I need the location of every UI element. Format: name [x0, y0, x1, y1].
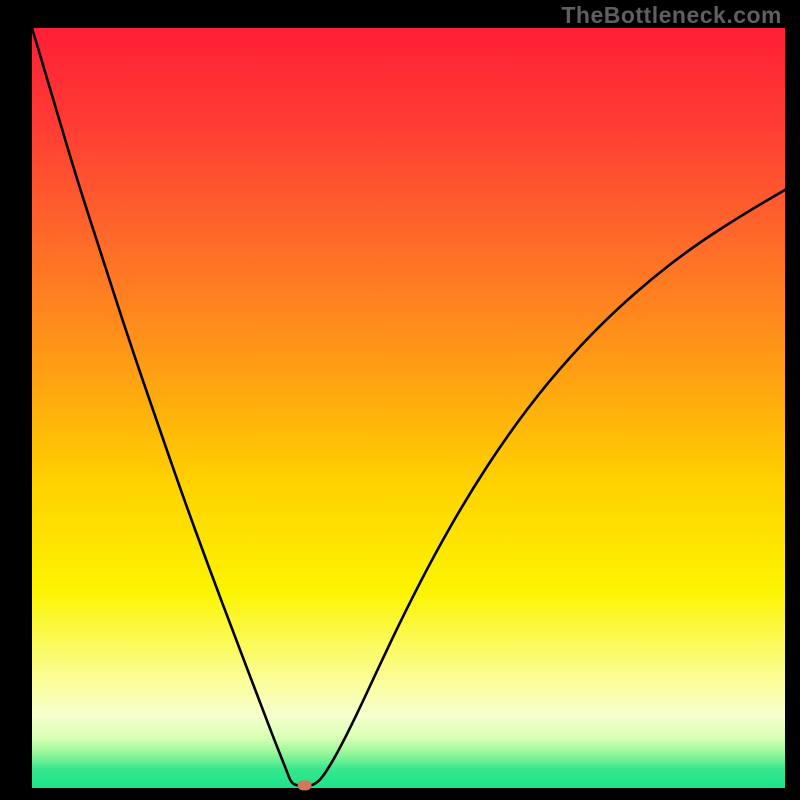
plot-gradient-background	[32, 28, 785, 788]
watermark-text: TheBottleneck.com	[561, 2, 782, 29]
curve-minimum-marker	[298, 780, 312, 790]
bottleneck-chart	[0, 0, 800, 800]
